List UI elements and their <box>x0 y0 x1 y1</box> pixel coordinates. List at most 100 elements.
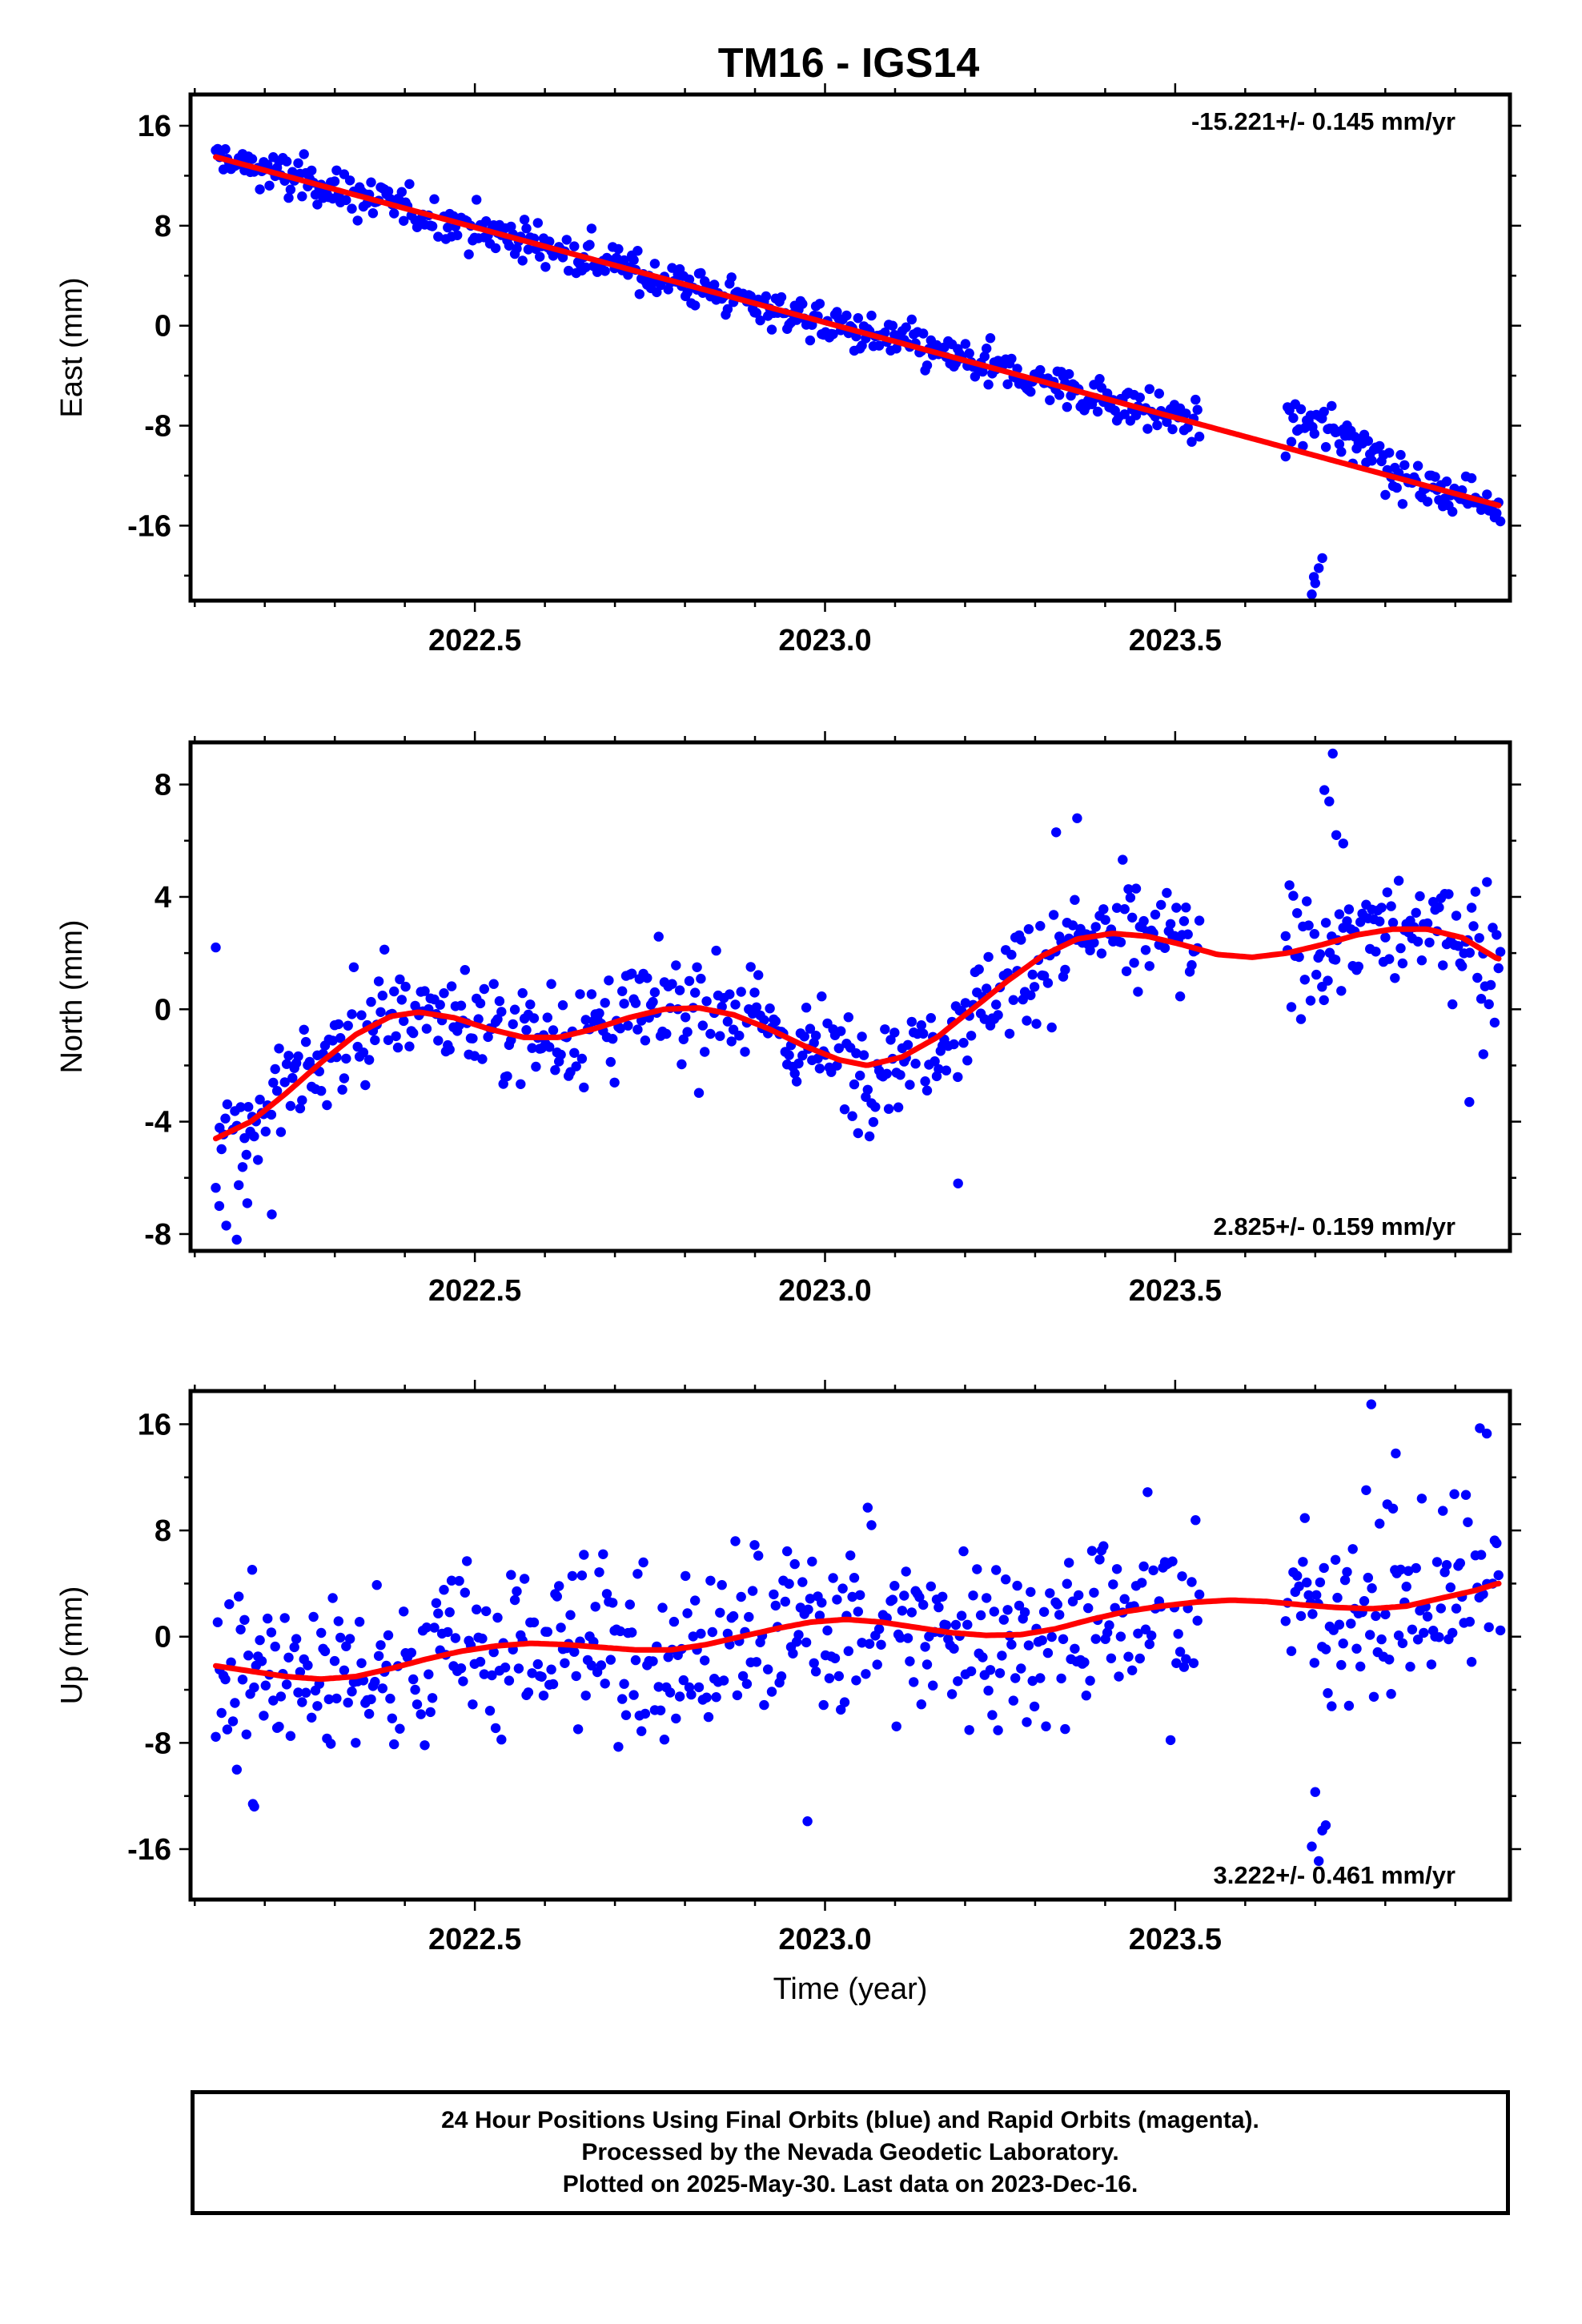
data-point <box>700 1047 710 1057</box>
data-point <box>1191 1515 1201 1526</box>
data-point <box>745 962 756 972</box>
data-point <box>509 1594 520 1606</box>
data-point <box>1142 1487 1153 1498</box>
data-point <box>283 1652 294 1663</box>
data-point <box>1134 392 1146 403</box>
data-point <box>575 989 585 999</box>
data-point <box>684 975 695 987</box>
data-point <box>966 1666 977 1677</box>
data-point <box>475 998 486 1009</box>
data-point <box>1280 451 1291 462</box>
data-point <box>220 144 231 155</box>
data-point <box>1182 422 1193 432</box>
data-point <box>1380 1609 1391 1620</box>
y-tick-label: 16 <box>138 110 171 143</box>
data-point <box>571 1061 581 1072</box>
data-point <box>1042 1647 1054 1659</box>
data-point <box>293 1687 303 1698</box>
data-point <box>373 1651 384 1661</box>
data-point <box>881 1068 892 1080</box>
data-point <box>805 1594 816 1604</box>
data-point <box>1127 912 1138 923</box>
data-point <box>1391 482 1402 493</box>
data-point <box>619 1679 629 1689</box>
data-point <box>506 221 516 232</box>
plot-frame-up <box>188 1389 1512 1902</box>
data-point <box>279 1077 290 1088</box>
data-point <box>989 1606 1000 1617</box>
data-point <box>1171 1658 1182 1668</box>
data-point-outlier <box>1391 1448 1401 1459</box>
data-point <box>392 1042 404 1053</box>
data-point <box>263 1613 273 1624</box>
data-point <box>571 1671 581 1682</box>
data-point <box>399 1015 409 1027</box>
data-point <box>506 1570 516 1580</box>
data-point <box>517 987 528 999</box>
data-point <box>770 1016 781 1027</box>
data-point <box>674 1691 685 1702</box>
data-point <box>420 1740 430 1751</box>
data-point <box>586 989 597 999</box>
data-point <box>805 335 816 346</box>
footer-box: 24 Hour Positions Using Final Orbits (bl… <box>191 2090 1510 2215</box>
data-point <box>1371 1610 1381 1622</box>
data-point <box>789 1558 800 1570</box>
panel-north: 2022.5 2023.0 2023.5 8 4 0 -4 -8 North (mm) 2.825… <box>55 731 1521 1308</box>
data-point <box>849 1079 860 1090</box>
data-point <box>991 1565 1002 1575</box>
data-point <box>693 1088 705 1098</box>
data-point <box>920 1076 930 1087</box>
data-point <box>1295 404 1307 415</box>
data-point-outlier <box>1464 1096 1475 1108</box>
data-point <box>793 1630 804 1640</box>
data-point <box>845 1550 856 1561</box>
model-curve-east <box>213 154 1502 509</box>
data-point <box>1302 1577 1312 1588</box>
data-point <box>1353 961 1364 972</box>
data-point <box>730 999 741 1010</box>
data-point <box>715 1607 725 1618</box>
data-point <box>584 239 595 250</box>
data-point <box>627 968 637 979</box>
plot-frame-north <box>188 740 1512 1253</box>
data-point <box>722 1016 733 1027</box>
data-point <box>1014 1600 1025 1611</box>
data-point <box>1399 460 1410 470</box>
data-point <box>404 1041 415 1051</box>
data-point <box>1495 947 1506 957</box>
data-point <box>953 1072 963 1083</box>
data-point <box>234 1591 244 1602</box>
data-point <box>532 218 543 228</box>
data-point <box>1054 390 1065 400</box>
data-point <box>472 1604 482 1614</box>
data-point <box>289 1642 299 1653</box>
data-point <box>1411 1562 1421 1574</box>
data-point <box>1286 1002 1297 1012</box>
data-point <box>1115 937 1126 947</box>
data-point <box>928 1680 938 1691</box>
data-point <box>692 962 702 973</box>
data-point <box>363 1055 375 1065</box>
data-point <box>1330 955 1341 965</box>
data-point-outlier <box>1314 1856 1324 1867</box>
data-point <box>1474 933 1484 943</box>
data-point <box>1104 1620 1114 1630</box>
data-point <box>608 1034 618 1044</box>
data-point <box>527 1043 537 1053</box>
data-point <box>906 1607 917 1618</box>
data-point <box>222 1724 233 1735</box>
data-point <box>1299 1513 1311 1523</box>
data-point <box>331 1693 342 1704</box>
data-point <box>356 1658 367 1668</box>
data-point <box>283 192 294 203</box>
data-point <box>902 1039 913 1051</box>
data-point <box>814 1610 825 1621</box>
data-point <box>916 1699 927 1710</box>
data-point <box>938 1591 948 1602</box>
data-point <box>611 252 622 263</box>
data-point <box>569 1047 580 1059</box>
data-point <box>243 1651 254 1661</box>
data-point <box>469 1051 480 1061</box>
data-point <box>696 973 706 984</box>
